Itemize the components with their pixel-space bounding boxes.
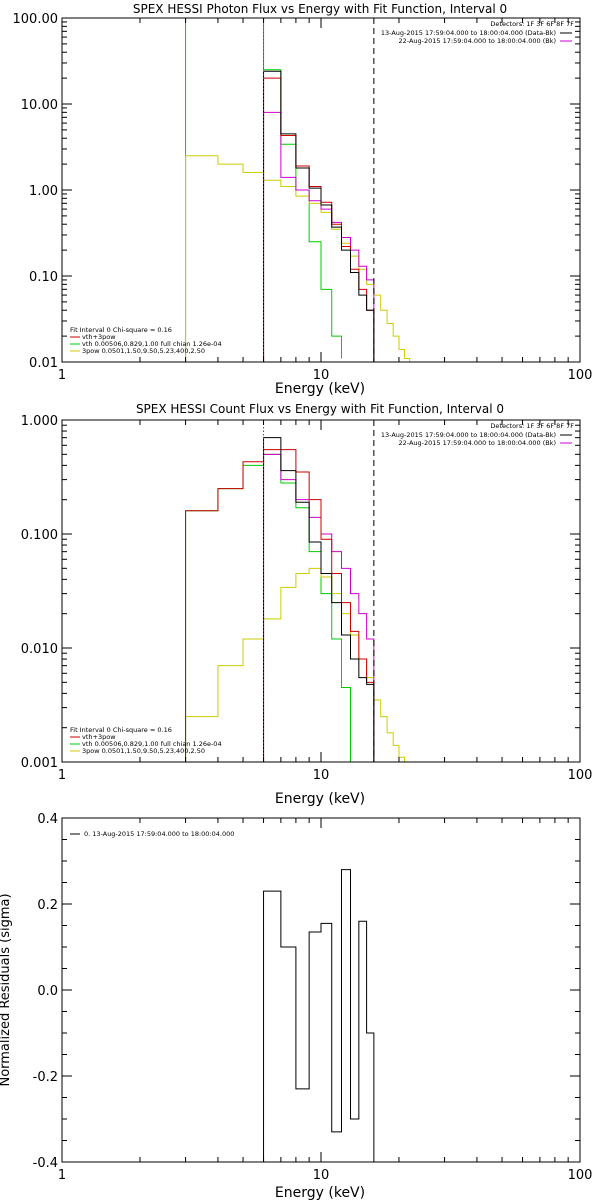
series-line-3 (263, 77, 375, 362)
x-tick-label: 10 (313, 1168, 330, 1183)
x-axis-label: Energy (keV) (275, 791, 365, 807)
x-axis-label: Energy (keV) (275, 1185, 365, 1200)
fit-legend-text: vth+3pow (82, 733, 116, 741)
time-legend-text: 22-Aug-2015 17:59:04.000 to 18:00:04.000… (399, 439, 556, 447)
fit-legend-header: Fit Interval 0 Chi-square = 0.16 (70, 326, 172, 334)
fit-legend-header: Fit Interval 0 Chi-square = 0.16 (70, 726, 172, 734)
fit-legend-text: 3pow 0.0501,1.50,9.50,5.23,400,2.50 (82, 347, 205, 355)
x-tick-label: 100 (568, 368, 593, 383)
y-tick-label: 10.00 (21, 98, 58, 113)
plot-area (263, 869, 375, 1162)
time-legend-text: 13-Aug-2015 17:59:04.000 to 18:00:04.000… (381, 431, 556, 439)
x-tick-label: 100 (568, 1168, 593, 1183)
x-tick-label: 10 (313, 768, 330, 783)
x-axis-label: Energy (keV) (275, 381, 365, 397)
series-line-2 (263, 111, 375, 362)
x-tick-label: 100 (568, 768, 593, 783)
time-legend-text: 0. 13-Aug-2015 17:59:04.000 to 18:00:04.… (84, 830, 234, 838)
series-line-4 (263, 437, 375, 762)
series-line-4 (263, 70, 375, 362)
y-tick-label: -0.4 (33, 1156, 58, 1171)
plot-frame (61, 817, 581, 1163)
series-line-3 (185, 449, 375, 762)
y-tick-label: 0.2 (37, 898, 58, 913)
residuals-panel: Energy (keV) Normalized Residuals (sigma… (0, 812, 593, 1201)
y-tick-label: 0.4 (37, 812, 58, 827)
detectors-label: Detectors: 1F 3F 6F 8F 7F (490, 20, 574, 28)
series-line-0 (263, 869, 375, 1162)
time-legend-text: 22-Aug-2015 17:59:04.000 to 18:00:04.000… (399, 37, 556, 45)
y-tick-label: 0.0 (37, 984, 58, 999)
x-tick-label: 10 (313, 368, 330, 383)
fit-legend-text: 3pow 0.0501,1.50,9.50,5.23,400,2.50 (82, 747, 205, 755)
time-legend-text: 13-Aug-2015 17:59:04.000 to 18:00:04.000… (381, 29, 556, 37)
y-tick-label: 1.000 (21, 414, 58, 429)
x-tick-label: 1 (58, 768, 66, 783)
plot-area (185, 420, 410, 762)
series-line-0 (185, 453, 352, 762)
count-flux-panel: SPEX HESSI Count Flux vs Energy with Fit… (21, 402, 593, 807)
plot-area (185, 18, 411, 362)
y-tick-label: 0.01 (29, 356, 58, 371)
fit-legend-text: vth 0.00506,0.829,1.00 full chian 1.26e-… (82, 340, 222, 348)
y-tick-label: 100.00 (13, 12, 59, 27)
x-tick-label: 1 (58, 368, 66, 383)
series-line-1 (185, 155, 411, 362)
x-tick-label: 1 (58, 1168, 66, 1183)
y-tick-label: 0.100 (21, 528, 58, 543)
fit-legend-text: vth 0.00506,0.829,1.00 full chian 1.26e-… (82, 740, 222, 748)
chart-title: SPEX HESSI Count Flux vs Energy with Fit… (136, 402, 504, 416)
series-line-2 (263, 453, 375, 762)
y-axis-label: Normalized Residuals (sigma) (0, 893, 13, 1086)
photon-flux-panel: SPEX HESSI Photon Flux vs Energy with Fi… (13, 2, 593, 397)
y-tick-label: 0.010 (21, 642, 58, 657)
y-tick-label: 0.10 (29, 270, 58, 285)
y-tick-label: -0.2 (33, 1070, 58, 1085)
detectors-label: Detectors: 1F 3F 6F 8F 7F (490, 422, 574, 430)
series-line-1 (185, 567, 410, 762)
fit-legend-text: vth+3pow (82, 333, 116, 341)
chart-title: SPEX HESSI Photon Flux vs Energy with Fi… (133, 2, 507, 16)
y-tick-label: 0.001 (21, 756, 58, 771)
y-tick-label: 1.00 (29, 184, 58, 199)
